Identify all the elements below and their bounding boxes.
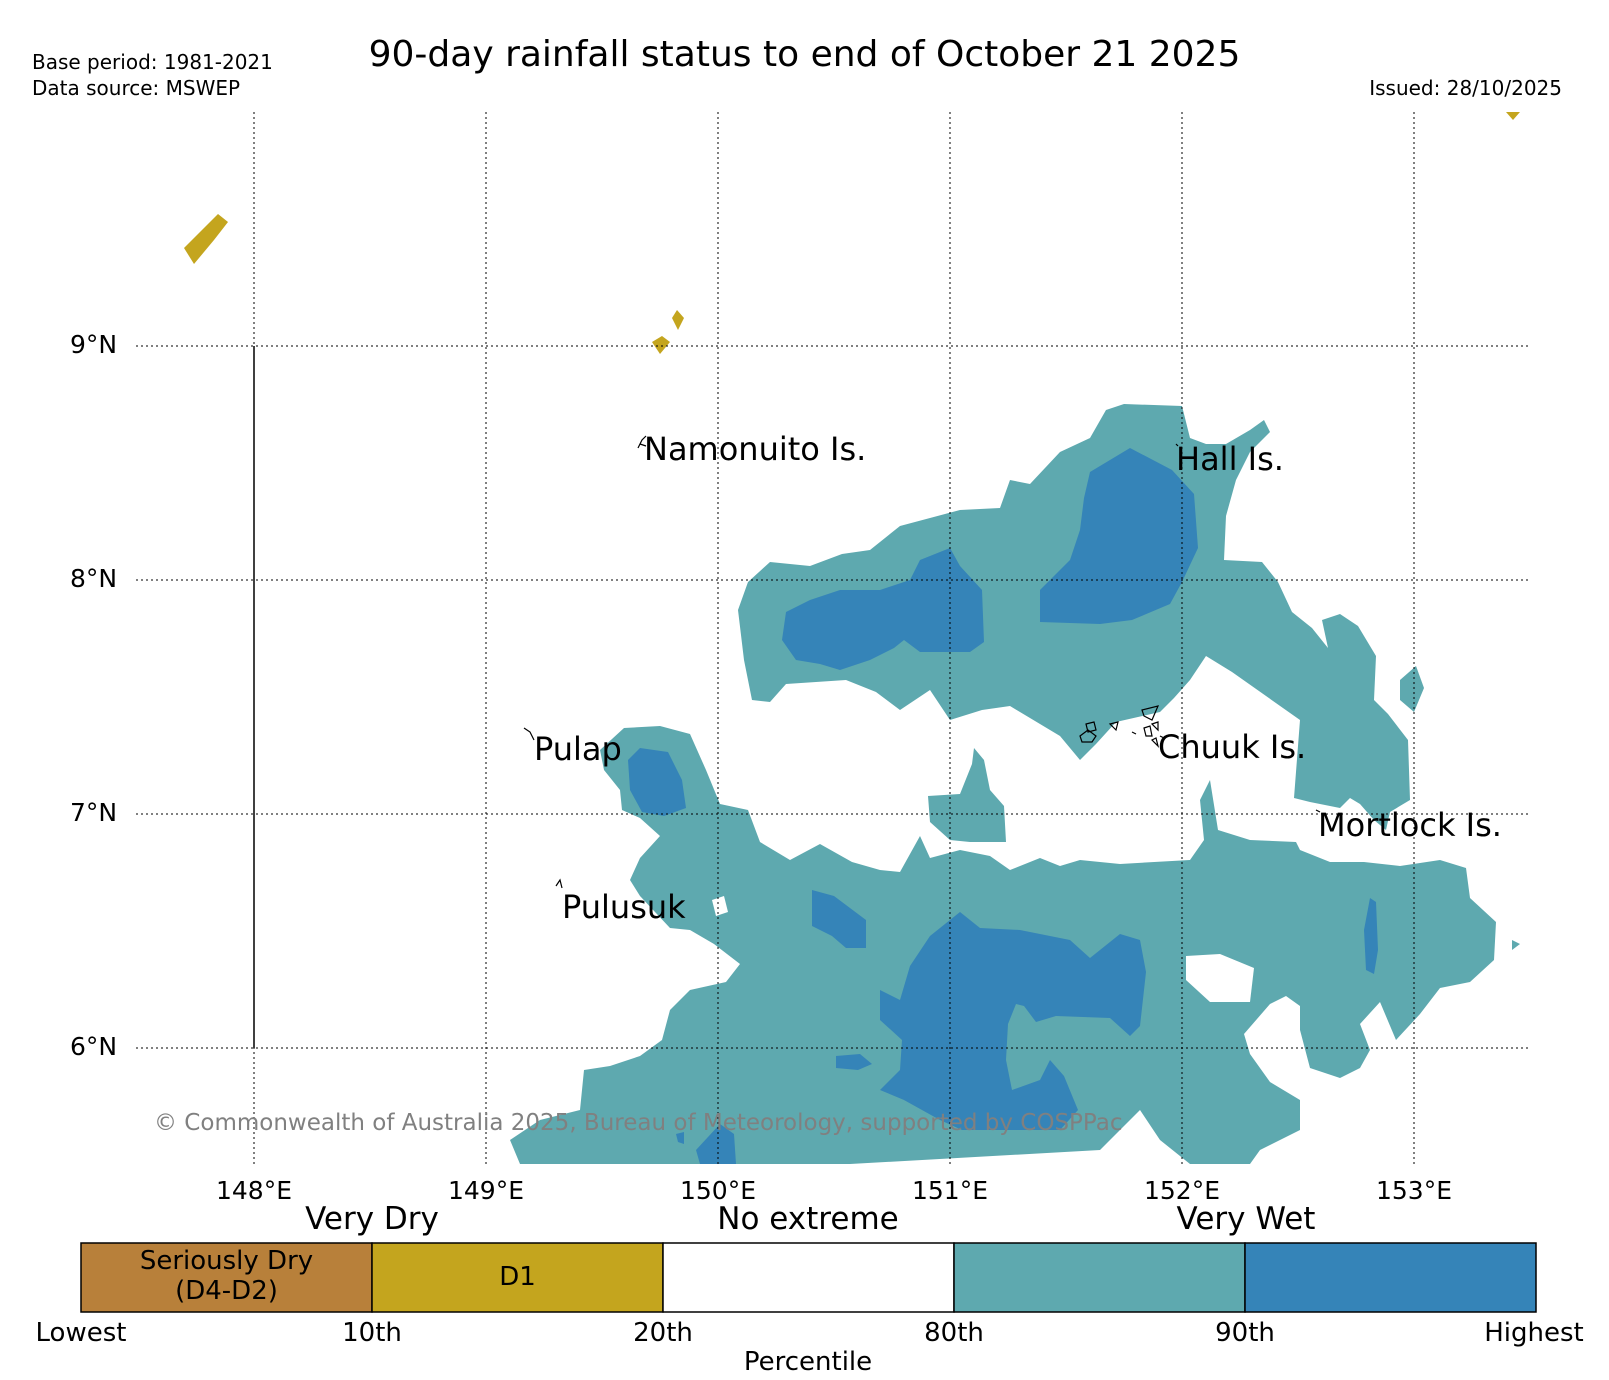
very-wet-patch: [880, 912, 1146, 1130]
mortlock-islands: [1315, 809, 1321, 813]
place-label-namonuito: Namonuito Is.: [644, 430, 867, 468]
very-wet-patch: [812, 890, 866, 948]
chuuk-lagoon-islands: [1079, 705, 1165, 748]
lat-label-8n: 8°N: [70, 564, 118, 593]
colorbar: [80, 1242, 1537, 1313]
copyright-notice: © Commonwealth of Australia 2025, Bureau…: [154, 1110, 1123, 1136]
percentile-label-90th: 90th: [1215, 1318, 1275, 1348]
lat-label-6n: 6°N: [70, 1032, 118, 1061]
no-extreme-hole: [1186, 954, 1254, 1002]
namonuito-atoll: [637, 435, 647, 449]
legend-label-seriously-dry-line1: Seriously Dry: [139, 1246, 314, 1276]
legend-box-no-extreme: [662, 1242, 955, 1313]
legend-category-very-dry: Very Dry: [305, 1201, 439, 1237]
d1-patch: [1506, 112, 1520, 120]
place-label-mortlock: Mortlock Is.: [1318, 806, 1502, 844]
hall-islands: [1175, 443, 1179, 447]
lon-label-151e: 151°E: [911, 1176, 988, 1205]
legend-box-80-90: [953, 1242, 1246, 1313]
lon-label-152e: 152°E: [1143, 1176, 1220, 1205]
legend-category-very-wet: Very Wet: [1176, 1201, 1316, 1237]
legend-box-seriously-dry: [80, 1242, 373, 1313]
page-title: 90-day rainfall status to end of October…: [368, 34, 1241, 75]
graticule: [136, 112, 1530, 1164]
base-period: Base period: 1981-2021: [32, 50, 273, 74]
d1-patch: [184, 214, 228, 264]
legend-label-seriously-dry: Seriously Dry (D4-D2): [81, 1246, 372, 1306]
legend-category-no-extreme: No extreme: [717, 1201, 899, 1237]
very-wet-patch: [836, 1054, 872, 1070]
very-wet-patch: [696, 1124, 736, 1164]
legend-box-90-plus: [1244, 1242, 1537, 1313]
place-label-chuuk: Chuuk Is.: [1158, 728, 1307, 766]
wet-islet: [928, 748, 1006, 842]
percentile-label-highest: Highest: [1484, 1318, 1584, 1348]
place-label-pulap: Pulap: [534, 730, 622, 768]
data-source: Data source: MSWEP: [32, 76, 241, 100]
lon-label-150e: 150°E: [679, 1176, 756, 1205]
no-extreme-hole: [712, 896, 728, 916]
lat-label-7n: 7°N: [70, 798, 118, 827]
d1-patch: [652, 336, 670, 354]
pulap-atoll: [523, 727, 535, 741]
very-wet-patch: [782, 548, 984, 670]
legend-box-d1: [371, 1242, 664, 1313]
percentile-label-10th: 10th: [342, 1318, 402, 1348]
lon-label-148e: 148°E: [215, 1176, 292, 1205]
legend-label-d1: D1: [499, 1262, 536, 1292]
lon-label-153e: 153°E: [1375, 1176, 1452, 1205]
legend-label-seriously-dry-line2: (D4-D2): [175, 1276, 278, 1306]
island-outlines: [523, 435, 1321, 889]
very-wet-patch: [676, 1132, 684, 1144]
very-wet-patch: [628, 748, 686, 816]
no-extreme-hole: [1190, 672, 1230, 720]
rainfall-layer: [184, 112, 1520, 1164]
place-label-pulusuk: Pulusuk: [562, 888, 686, 926]
issued-date: Issued: 28/10/2025: [1369, 76, 1562, 100]
wet-islet: [1400, 666, 1424, 712]
pulusuk-island: [555, 878, 563, 889]
legend-axis-title: Percentile: [743, 1347, 873, 1377]
place-label-hall: Hall Is.: [1176, 440, 1284, 478]
d1-patch: [672, 310, 684, 330]
percentile-label-20th: 20th: [633, 1318, 693, 1348]
lat-label-9n: 9°N: [70, 330, 118, 359]
percentile-label-80th: 80th: [924, 1318, 984, 1348]
very-wet-patch: [1040, 448, 1198, 624]
wet-islet: [1512, 940, 1520, 950]
very-wet-patch: [1364, 898, 1378, 974]
lon-label-149e: 149°E: [447, 1176, 524, 1205]
percentile-label-lowest: Lowest: [35, 1318, 127, 1348]
